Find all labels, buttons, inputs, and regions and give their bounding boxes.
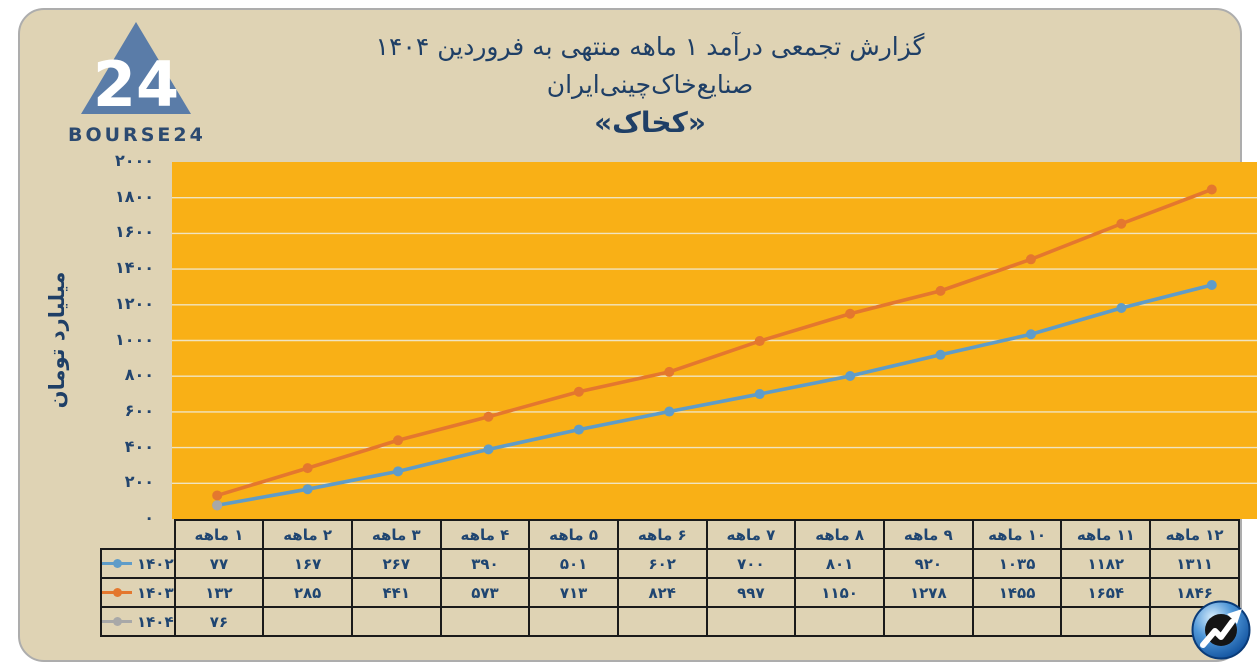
table-corner-cell [101, 520, 175, 549]
value-cell: ۱۱۵۰ [794, 577, 885, 608]
month-header-cell: ۶ ماهه [616, 519, 708, 550]
month-header-cell: ۹ ماهه [882, 519, 974, 550]
month-header-cell: ۱۰ ماهه [971, 519, 1063, 550]
y-tick-label: ۱۰۰۰ [114, 329, 154, 349]
value-cell [616, 606, 708, 637]
legend-line-marker-icon [102, 559, 132, 568]
value-cell: ۷۱۳ [528, 577, 619, 608]
y-tick-label: ۴۰۰ [124, 436, 154, 456]
y-tick-label: ۱۴۰۰ [114, 258, 154, 278]
value-cell: ۸۰۱ [794, 548, 885, 579]
value-cell [882, 606, 974, 637]
value-cell [971, 606, 1063, 637]
value-cell [439, 606, 531, 637]
y-tick-label: ۱۲۰۰ [114, 293, 154, 313]
value-cell: ۱۴۵۵ [971, 577, 1063, 608]
month-header-cell: ۵ ماهه [528, 519, 619, 550]
value-cell: ۵۷۳ [439, 577, 531, 608]
chart-lines-svg [172, 184, 1257, 511]
legend-line-marker-icon [102, 617, 132, 626]
value-cell: ۷۷ [173, 548, 265, 579]
chart-title: گزارش تجمعی درآمد ۱ ماهه منتهی به فروردی… [375, 32, 925, 61]
y-tick-label: ۲۰۰۰ [114, 151, 154, 170]
y-tick-label: ۲۰۰ [124, 472, 154, 492]
title-block: گزارش تجمعی درآمد ۱ ماهه منتهی به فروردی… [300, 28, 1000, 142]
value-cell: ۲۶۷ [350, 548, 442, 579]
month-header-cell: ۷ ماهه [705, 519, 797, 550]
ticker-symbol: «کخاک» [594, 106, 706, 139]
y-tick-label: ۰ [144, 508, 154, 527]
bourse24-triangle-icon: 24 [81, 22, 191, 121]
value-cell: ۱۶۷ [262, 548, 353, 579]
month-header-cell: ۲ ماهه [262, 519, 353, 550]
series-name: ۱۴۰۲ [137, 554, 174, 573]
value-cell: ۱۰۳۵ [971, 548, 1063, 579]
report-card: 24 BOURSE24 گزارش تجمعی درآمد ۱ ماهه منت… [18, 8, 1257, 662]
table-header-row: ۱ ماهه ۲ ماهه ۳ ماهه ۴ ماهه ۵ ماهه ۶ ماهه ۷ ما… [101, 519, 1240, 550]
value-cell: ۵۰۱ [528, 548, 619, 579]
value-cell: ۴۴۱ [350, 577, 442, 608]
table-row: ۱۴۰۲ ۷۷ ۱۶۷ ۲۶۷ ۳۹۰ ۵۰۱ ۶۰۲ ۷۰۰ ۸۰۱ ۹۲۰ ۱۰۳۵ ۱۱۸۲ ۱۳… [100, 548, 1240, 579]
month-header-cell: ۱۱ ماهه [1060, 519, 1152, 550]
y-tick-label: ۱۸۰۰ [114, 186, 154, 206]
value-cell: ۸۲۴ [616, 577, 708, 608]
value-cell [794, 606, 885, 637]
value-cell: ۱۲۷۸ [882, 577, 974, 608]
month-header-cell: ۸ ماهه [794, 519, 885, 550]
value-cell: ۹۲۰ [882, 548, 974, 579]
logo-brand-text: BOURSE24 [68, 124, 206, 146]
y-tick-label: ۸۰۰ [124, 365, 154, 385]
value-cell [350, 606, 442, 637]
bourse24-ball-icon [1190, 599, 1252, 661]
company-name: صنایع‌خاک‌چینی‌ایران [546, 70, 754, 99]
legend-cell: ۱۴۰۲ [100, 548, 176, 579]
month-header-cell: ۱ ماهه [173, 519, 265, 550]
logo-number: 24 [93, 48, 179, 120]
data-table: ۱ ماهه ۲ ماهه ۳ ماهه ۴ ماهه ۵ ماهه ۶ ماهه ۷ ما… [100, 519, 1240, 637]
value-cell: ۷۶ [173, 606, 265, 637]
value-cell: ۳۹۰ [439, 548, 531, 579]
value-cell: ۹۹۷ [705, 577, 797, 608]
series-name: ۱۴۰۳ [137, 583, 174, 602]
y-axis-title: میلیارد تومان [45, 271, 69, 409]
y-tick-label: ۱۶۰۰ [114, 222, 154, 242]
value-cell: ۱۳۲ [173, 577, 265, 608]
month-header-cell: ۴ ماهه [439, 519, 531, 550]
month-header-cell: ۱۲ ماهه [1149, 519, 1240, 550]
value-cell [528, 606, 619, 637]
value-cell [262, 606, 353, 637]
month-header-cell: ۳ ماهه [350, 519, 442, 550]
series-name: ۱۴۰۴ [137, 612, 174, 631]
value-cell: ۷۰۰ [705, 548, 797, 579]
value-cell [1060, 606, 1152, 637]
value-cell: ۱۳۱۱ [1149, 548, 1240, 579]
bourse24-logo: 24 BOURSE24 [68, 20, 204, 146]
legend-line-marker-icon [102, 588, 132, 597]
value-cell: ۱۶۵۴ [1060, 577, 1152, 608]
y-tick-label: ۶۰۰ [124, 400, 154, 420]
table-row: ۱۴۰۴ ۷۶ [100, 606, 1240, 637]
plot-area [172, 162, 1257, 519]
legend-cell: ۱۴۰۳ [100, 577, 176, 608]
value-cell: ۶۰۲ [616, 548, 708, 579]
legend-cell: ۱۴۰۴ [100, 606, 176, 637]
value-cell: ۱۱۸۲ [1060, 548, 1152, 579]
value-cell [705, 606, 797, 637]
value-cell: ۲۸۵ [262, 577, 353, 608]
table-row: ۱۴۰۳ ۱۳۲ ۲۸۵ ۴۴۱ ۵۷۳ ۷۱۳ ۸۲۴ ۹۹۷ ۱۱۵۰ ۱۲۷۸ ۱۴۵۵ ۱۶۵… [100, 577, 1240, 608]
